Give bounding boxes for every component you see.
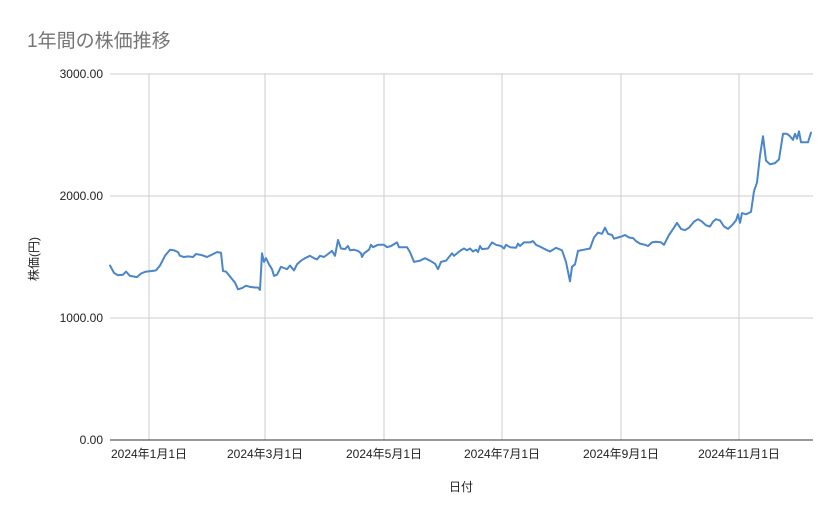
y-axis-title: 株価(円): [26, 237, 41, 281]
x-tick-label: 2024年5月1日: [346, 447, 422, 461]
x-axis-title: 日付: [449, 480, 473, 494]
x-tick-label: 2024年3月1日: [227, 447, 303, 461]
x-tick-label: 2024年11月1日: [698, 447, 780, 461]
y-tick-label: 3000.00: [60, 67, 104, 81]
y-tick-label: 1000.00: [60, 311, 104, 325]
x-tick-label: 2024年7月1日: [464, 447, 540, 461]
x-tick-label: 2024年9月1日: [583, 447, 659, 461]
y-axis-ticks: 0.00 1000.00 2000.00 3000.00: [60, 67, 104, 447]
gridlines: [110, 73, 813, 440]
x-tick-label: 2024年1月1日: [111, 447, 187, 461]
y-tick-label: 2000.00: [60, 189, 104, 203]
chart-title: 1年間の株価推移: [27, 31, 171, 52]
price-series-line: [109, 130, 812, 291]
y-tick-label: 0.00: [80, 433, 104, 447]
x-axis-ticks: 2024年1月1日 2024年3月1日 2024年5月1日 2024年7月1日 2024…: [111, 447, 780, 461]
